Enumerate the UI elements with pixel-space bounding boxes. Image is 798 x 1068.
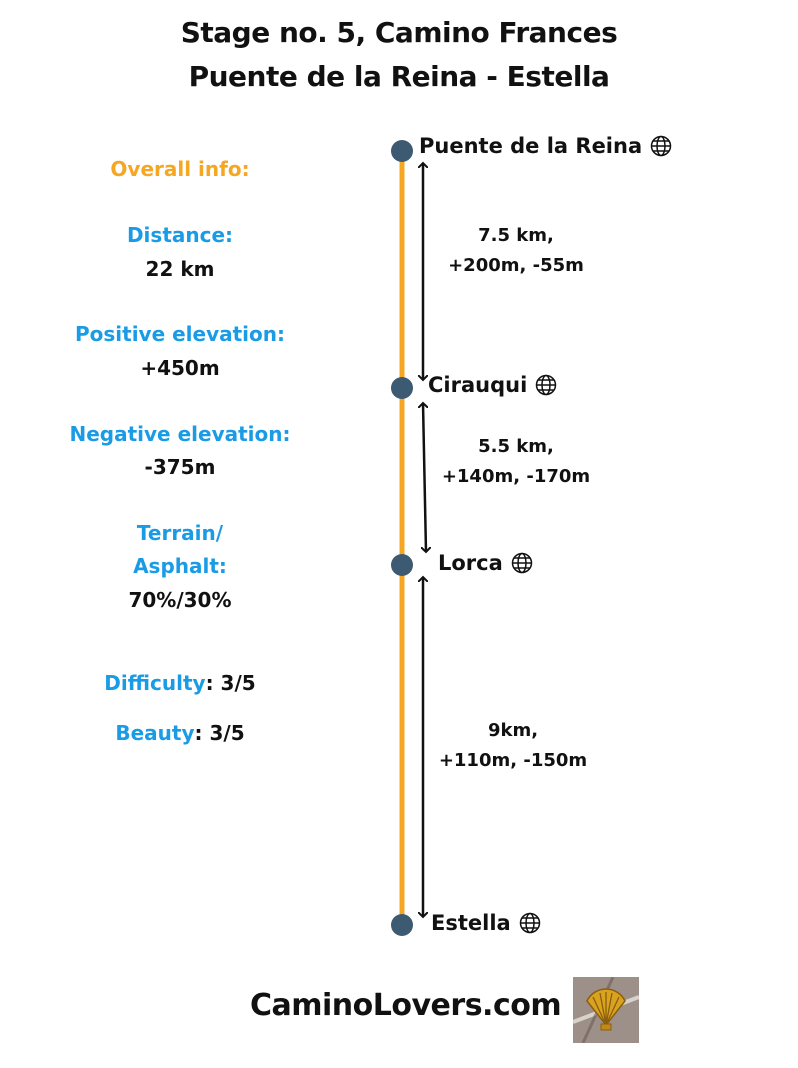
- stop-estella: Estella: [431, 911, 541, 935]
- stop-dot-cirauqui: [391, 377, 413, 399]
- beauty-label: Beauty: [115, 721, 195, 745]
- globe-icon[interactable]: [650, 135, 672, 157]
- stop-name-label: Lorca: [438, 551, 503, 575]
- stop-lorca: Lorca: [438, 551, 533, 575]
- globe-icon[interactable]: [535, 374, 557, 396]
- stop-puente-de-la-reina: Puente de la Reina: [419, 134, 672, 158]
- stop-dot-estella: [391, 914, 413, 936]
- negative-elevation-label: Negative elevation:: [69, 422, 291, 446]
- difficulty-value: : 3/5: [205, 671, 256, 695]
- difficulty-label: Difficulty: [104, 671, 206, 695]
- globe-icon[interactable]: [519, 912, 541, 934]
- segment-label-3: 9km, +110m, -150m: [413, 716, 613, 776]
- stop-name-label: Puente de la Reina: [419, 134, 643, 158]
- beauty-row: Beauty: 3/5: [40, 721, 320, 745]
- difficulty-row: Difficulty: 3/5: [40, 671, 320, 695]
- stop-name-label: Estella: [431, 911, 511, 935]
- distance-label: Distance:: [126, 223, 234, 247]
- globe-icon[interactable]: [511, 552, 533, 574]
- stop-dot-lorca: [391, 554, 413, 576]
- segment-distance: 5.5 km,: [478, 436, 554, 457]
- overall-info-heading: Overall info:: [110, 157, 250, 181]
- segment-elevation: +200m, -55m: [448, 255, 584, 276]
- stop-name-label: Cirauqui: [428, 373, 528, 397]
- footer-site-name[interactable]: CaminoLovers.com: [250, 988, 562, 1023]
- segment-elevation: +110m, -150m: [438, 750, 588, 771]
- stop-dot-puente-de-la-reina: [391, 140, 413, 162]
- distance-value: 22 km: [145, 257, 215, 281]
- terrain-value: 70%/30%: [128, 588, 232, 612]
- stop-cirauqui: Cirauqui: [428, 373, 557, 397]
- scallop-shell-icon: [572, 976, 640, 1044]
- positive-elevation-label: Positive elevation:: [74, 322, 286, 346]
- page-title-line-1: Stage no. 5, Camino Frances: [180, 16, 618, 49]
- segment-label-1: 7.5 km, +200m, -55m: [416, 221, 616, 281]
- terrain-label-line-1: Terrain/: [136, 521, 224, 545]
- segment-distance: 7.5 km,: [478, 225, 554, 246]
- page-title-line-2: Puente de la Reina - Estella: [188, 60, 610, 93]
- terrain-label-line-2: Asphalt:: [133, 554, 227, 578]
- segment-label-2: 5.5 km, +140m, -170m: [416, 432, 616, 492]
- segment-elevation: +140m, -170m: [441, 466, 591, 487]
- beauty-value: : 3/5: [194, 721, 245, 745]
- positive-elevation-value: +450m: [140, 356, 220, 380]
- negative-elevation-value: -375m: [144, 455, 216, 479]
- segment-distance: 9km,: [487, 720, 539, 741]
